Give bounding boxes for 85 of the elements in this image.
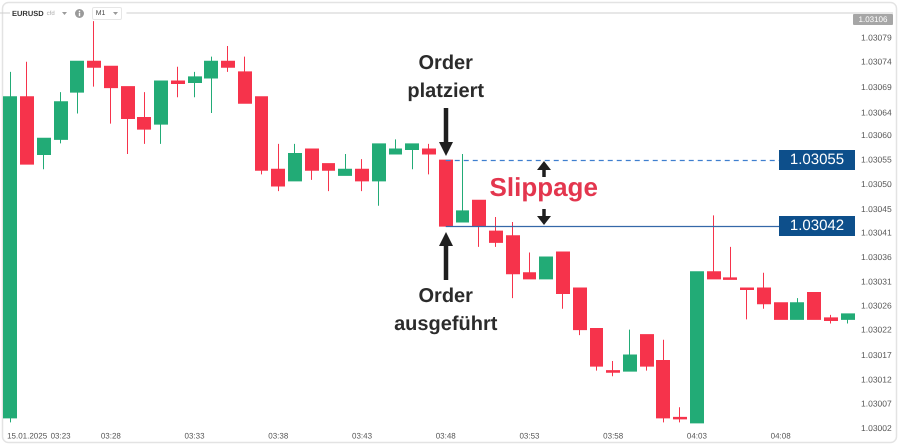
- candlestick: [37, 138, 51, 170]
- x-tick-label: 03:28: [100, 432, 122, 440]
- annotation: Order ausgeführt: [393, 284, 498, 338]
- candlestick: [757, 272, 771, 310]
- candlestick: [271, 143, 285, 192]
- y-tick-label: 1.03007: [861, 398, 892, 409]
- candlestick: [104, 66, 118, 124]
- candlestick: [456, 154, 469, 223]
- x-tick-label: 04:08: [770, 432, 792, 440]
- candlestick: [3, 71, 17, 423]
- y-tick-label: 1.03036: [861, 252, 892, 262]
- ref-line-label: 1.03042: [779, 216, 855, 236]
- candlestick: [322, 163, 335, 192]
- x-tick-label: 03:33: [184, 432, 206, 440]
- candlestick: [623, 329, 637, 372]
- x-tick-label: 03:58: [603, 432, 624, 440]
- candlestick: [255, 96, 268, 175]
- candlestick: [606, 360, 620, 377]
- candlestick: [389, 138, 402, 155]
- candlestick: [673, 406, 687, 423]
- y-tick-label: 1.03031: [861, 276, 892, 286]
- candlestick: [20, 61, 34, 165]
- candlestick: [841, 313, 855, 324]
- candlestick: [824, 314, 838, 324]
- candlestick: [87, 20, 101, 88]
- candlestick: [188, 71, 202, 98]
- candlestick: [54, 92, 68, 144]
- candlestick: [372, 143, 386, 206]
- y-tick-label: 1.03060: [861, 130, 892, 140]
- candlestick: [656, 339, 670, 423]
- candlestick: [305, 148, 319, 180]
- candlestick: [590, 328, 603, 372]
- annotation: Slippage: [488, 172, 599, 202]
- y-tick-label: 1.03017: [861, 350, 892, 360]
- candlestick: [405, 143, 419, 170]
- candlestick: [740, 287, 754, 320]
- candlestick: [690, 271, 704, 424]
- x-tick-label: 03:43: [352, 432, 373, 440]
- x-tick-label: 03:48: [436, 432, 456, 440]
- candlestick: [154, 80, 168, 144]
- y-tick-label: 1.03026: [861, 300, 892, 311]
- candlestick: [288, 143, 302, 182]
- x-tick-label: 03:23: [50, 432, 72, 440]
- candlestick: [121, 86, 135, 155]
- candlestick: [355, 158, 369, 192]
- candlestick: [70, 60, 84, 114]
- y-tick-label: 1.03050: [861, 178, 892, 189]
- candlestick: [790, 298, 804, 320]
- y-tick-label: 1.03022: [861, 324, 892, 335]
- y-tick-label: 1.03055: [861, 154, 892, 165]
- candlestick: [774, 302, 788, 320]
- candlestick: [338, 154, 352, 176]
- x-tick-label: 15.01.2025: [7, 432, 48, 440]
- y-tick-label: 1.03012: [861, 374, 892, 384]
- candlestick: [506, 222, 520, 299]
- candlestick: [640, 334, 654, 372]
- candlestick: [171, 66, 185, 98]
- candlestick: [723, 246, 737, 280]
- candlestick: [707, 214, 721, 280]
- candlestick: [472, 200, 486, 248]
- y-tick-label: 1.03069: [861, 82, 892, 92]
- candlestick: [238, 56, 252, 104]
- candlestick: [539, 256, 553, 280]
- ref-line-label: 1.03055: [779, 150, 855, 170]
- candlestick: [221, 45, 235, 72]
- candlestick: [807, 292, 821, 320]
- x-tick-label: 03:53: [519, 432, 540, 440]
- y-tick-label: 1.03041: [861, 228, 892, 238]
- candlestick: [556, 251, 570, 310]
- x-tick-label: 03:38: [268, 432, 289, 440]
- candlestick: [489, 216, 503, 248]
- y-tick-label: 1.03064: [861, 107, 892, 118]
- x-tick-label: 04:03: [686, 432, 708, 440]
- y-tick-label: 1.03002: [861, 423, 892, 433]
- candlestick: [439, 160, 453, 227]
- y-tick-label: 1.03045: [861, 204, 892, 214]
- candlestick: [422, 143, 436, 175]
- text: 1.03106: [853, 14, 893, 25]
- candlestick: [204, 56, 218, 114]
- annotation: Order platziert: [406, 51, 486, 104]
- y-tick-label: 1.03079: [861, 32, 892, 42]
- y-tick-label: 1.03074: [861, 56, 892, 67]
- candlestick: [523, 252, 536, 280]
- candlestick: [137, 92, 151, 144]
- candlestick: [573, 287, 587, 336]
